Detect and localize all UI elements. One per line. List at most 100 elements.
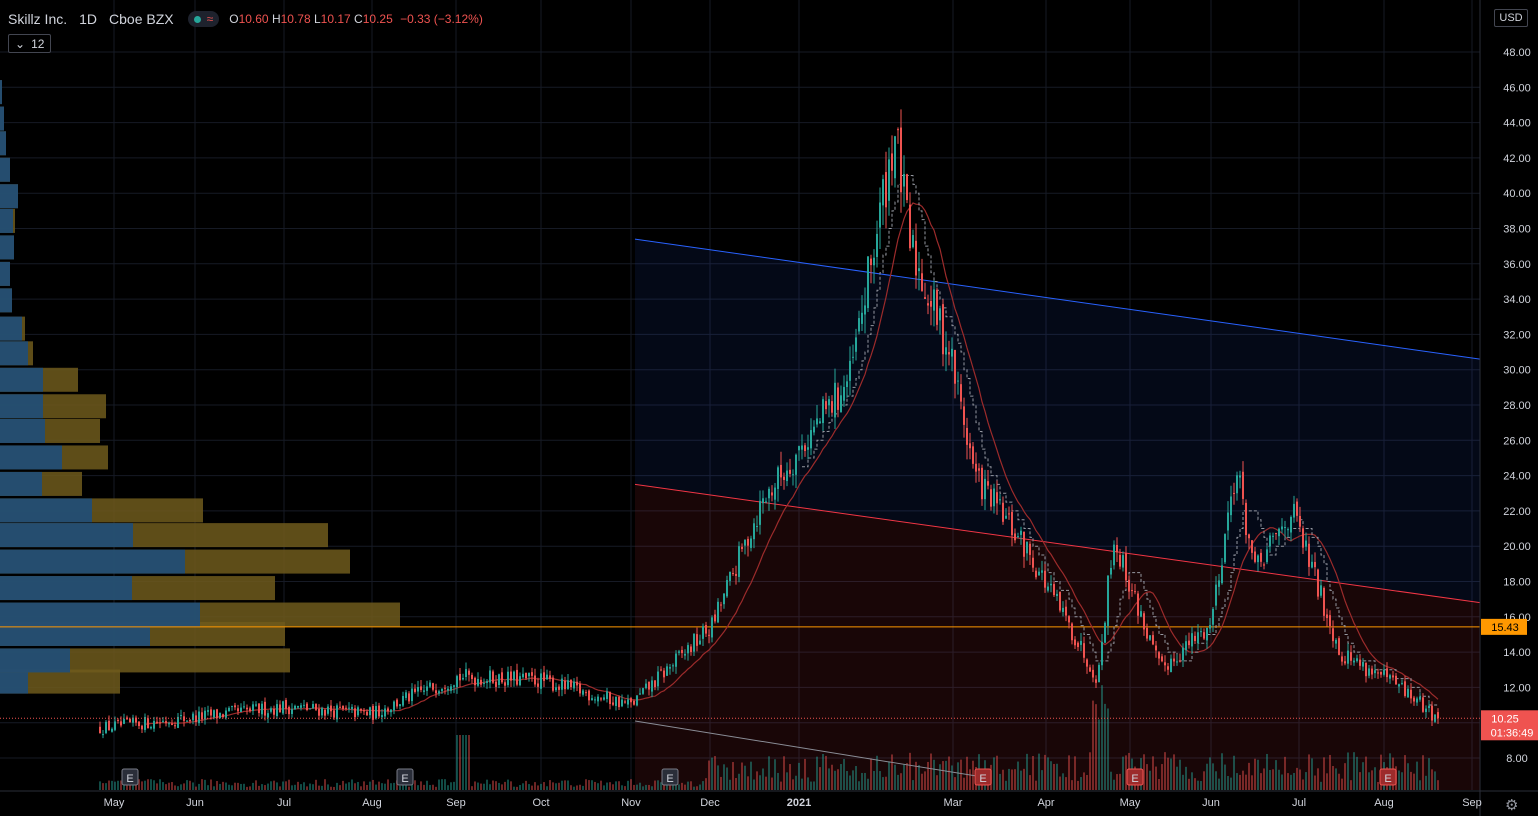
time-tick-label: Jun (186, 797, 204, 809)
candle-body (1002, 502, 1004, 522)
candle-body (582, 690, 584, 695)
candle-body (798, 446, 800, 451)
symbol-name[interactable]: Skillz Inc. (8, 11, 68, 27)
candle-body (405, 692, 407, 698)
volume-bar (1065, 777, 1067, 790)
earnings-marker[interactable]: E (121, 768, 139, 786)
candle-body (465, 669, 467, 677)
trend-lines[interactable] (0, 238, 1481, 778)
candle-body (243, 706, 245, 708)
volume-profile-row-up (0, 261, 10, 286)
candle-body (621, 699, 623, 707)
volume-bar (120, 780, 122, 790)
volume-bar (201, 779, 203, 790)
volume-bar (810, 781, 812, 790)
time-tick-label: Aug (362, 797, 382, 809)
volume-bar (357, 781, 359, 790)
candle-body (1032, 557, 1034, 568)
volume-bar (528, 784, 530, 790)
volume-bar (537, 785, 539, 790)
volume-bar (918, 765, 920, 790)
volume-bar (171, 782, 173, 790)
volume-bar (552, 782, 554, 790)
candle-body (336, 705, 338, 720)
candle-body (858, 318, 860, 332)
volume-bar (954, 777, 956, 790)
price-tick-label: 24.00 (1503, 471, 1531, 483)
candle-body (612, 702, 614, 705)
candle-body (249, 708, 251, 712)
candle-body (579, 683, 581, 694)
volume-bar (1293, 772, 1295, 790)
candle-body (1407, 688, 1409, 698)
volume-bar (450, 782, 452, 790)
volume-bar (456, 735, 458, 790)
candle-body (450, 686, 452, 691)
volume-bar (765, 776, 767, 790)
candle-body (651, 680, 653, 692)
candle-body (762, 498, 764, 504)
candle-body (1149, 635, 1151, 640)
candle-body (1053, 584, 1055, 596)
candle-body (585, 692, 587, 694)
candle-body (360, 709, 362, 711)
volume-bar (513, 786, 515, 790)
candle-body (1209, 625, 1211, 629)
volume-bar (1422, 755, 1424, 790)
candle-body (828, 399, 830, 406)
candle-body (1314, 561, 1316, 568)
candle-body (666, 666, 668, 676)
earnings-marker[interactable]: E (1126, 768, 1144, 786)
candle-body (141, 725, 143, 730)
currency-button[interactable]: USD (1494, 9, 1528, 27)
volume-bar (1149, 770, 1151, 790)
volume-bar (240, 783, 242, 790)
volume-bar (168, 782, 170, 790)
candle-body (981, 467, 983, 500)
candle-body (1278, 528, 1280, 537)
volume-bar (210, 779, 212, 790)
interval-label[interactable]: 1D (79, 11, 98, 27)
volume-bar (186, 780, 188, 790)
candle-body (864, 305, 866, 315)
status-pill[interactable]: ≈ (187, 11, 220, 27)
volume-bar (1347, 752, 1349, 790)
volume-bar (123, 784, 125, 790)
candle-body (1245, 502, 1247, 535)
price-tick-label: 18.00 (1503, 577, 1531, 589)
volume-bar (327, 784, 329, 790)
last-price-badge (1481, 710, 1538, 741)
earnings-marker[interactable]: E (661, 768, 679, 786)
candle-body (1338, 638, 1340, 655)
candle-body (171, 723, 173, 725)
gear-icon[interactable]: ⚙ (1505, 797, 1519, 814)
earnings-marker[interactable]: E (396, 768, 414, 786)
candle-body (417, 687, 419, 692)
candle-body (408, 693, 410, 702)
volume-profile-row-up (0, 131, 6, 156)
earnings-marker[interactable]: E (1379, 768, 1397, 786)
candle-body (1182, 647, 1184, 661)
earnings-marker[interactable]: E (974, 768, 992, 786)
volume-bar (276, 782, 278, 790)
candle-body (1254, 551, 1256, 562)
volume-bar (1206, 763, 1208, 790)
candle-body (270, 708, 272, 712)
indicator-legend[interactable]: ⌄ 12 (8, 34, 52, 53)
volume-bar (285, 781, 287, 790)
volume-bar (477, 782, 479, 790)
candle-body (576, 681, 578, 686)
candle-body (906, 174, 908, 201)
candle-body (1281, 526, 1283, 530)
candle-body (879, 202, 881, 228)
volume-bar (1338, 773, 1340, 790)
volume-bar (1305, 772, 1307, 790)
volume-bar (606, 782, 608, 790)
volume-bar (807, 777, 809, 790)
candle-body (294, 705, 296, 710)
chevron-down-icon[interactable]: ⌄ (15, 36, 26, 51)
volume-bar (867, 778, 869, 790)
candle-body (675, 653, 677, 667)
